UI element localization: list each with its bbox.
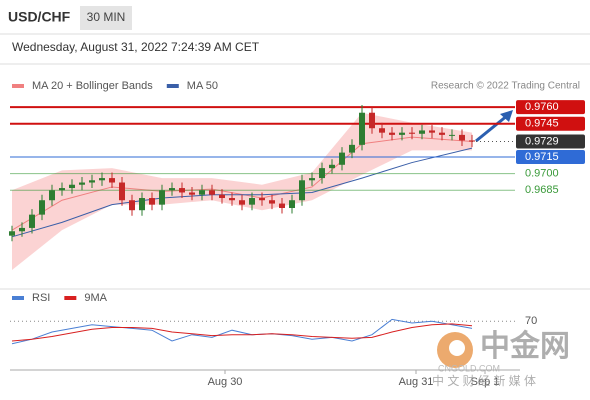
candle-body [229, 198, 235, 201]
bollinger-band [162, 178, 212, 205]
legend-label: MA 50 [187, 80, 218, 92]
candle-body [219, 194, 225, 199]
symbol: USD/CHF [8, 9, 71, 25]
candle-body [359, 112, 365, 145]
legend-swatch [12, 84, 24, 88]
timeframe-tab[interactable] [80, 6, 132, 30]
moving-average [11, 147, 473, 238]
candle-body [89, 180, 95, 183]
candle-body [329, 164, 335, 169]
candle-body [289, 200, 295, 208]
watermark-brand: 中金网 [480, 329, 570, 363]
legend-swatch [12, 296, 24, 300]
legend-swatch [166, 84, 179, 88]
indicator-line [11, 318, 473, 345]
candle-body [409, 132, 415, 134]
candle-body [59, 188, 65, 191]
candle-body [449, 134, 455, 136]
level-label-box [516, 134, 585, 149]
watermark: 中金网 CNGOLD.COM 中 文 财 经 新 媒 体 [432, 329, 570, 388]
candle-body [179, 188, 185, 193]
level-label: 0.9760 [525, 101, 559, 113]
candle-body [269, 200, 275, 204]
candle-body [339, 152, 345, 165]
candle-body [99, 178, 105, 181]
bollinger-band [62, 168, 112, 231]
candle-body [119, 182, 125, 201]
level-label-box [516, 150, 585, 165]
watermark-slogan: 中 文 财 经 新 媒 体 [432, 373, 536, 388]
candle-body [189, 192, 195, 195]
watermark-logo [449, 340, 465, 356]
candle-body [79, 182, 85, 185]
level-label: 0.9715 [525, 151, 559, 163]
legend-swatch [64, 296, 77, 300]
candle-body [199, 190, 205, 195]
candle-body [319, 168, 325, 179]
candle-body [249, 198, 255, 205]
legend-label: RSI [32, 292, 50, 304]
level-label-box [516, 100, 585, 115]
indicator-line [11, 323, 473, 342]
candle-body [429, 130, 435, 133]
candle-body [49, 190, 55, 201]
candle-body [19, 227, 25, 232]
legend-label: MA 20 + Bollinger Bands [32, 80, 153, 92]
candle-body [209, 190, 215, 195]
timeframe[interactable]: 30 MIN [87, 10, 126, 24]
candle-body [399, 132, 405, 135]
candle-body [109, 178, 115, 183]
candle-body [379, 128, 385, 133]
trend-arrow-head [500, 110, 513, 122]
x-tick-label: Aug 30 [208, 376, 243, 388]
level-label-box [516, 116, 585, 131]
candle-body [9, 231, 15, 236]
candle-body [129, 200, 135, 211]
trend-arrow [475, 113, 509, 143]
candle-body [389, 132, 395, 135]
candle-body [369, 112, 375, 129]
candle-body [29, 214, 35, 228]
candle-body [299, 180, 305, 201]
bollinger-band [312, 112, 362, 201]
candle-body [259, 198, 265, 201]
candle-body [469, 140, 475, 142]
candle-body [459, 134, 465, 141]
legend-label: 9MA [84, 292, 107, 304]
x-tick-label: Sep 1 [471, 376, 500, 388]
candle-body [419, 130, 425, 134]
candle-body [349, 144, 355, 153]
candle-body [159, 190, 165, 205]
candle-body [309, 178, 315, 181]
candle-body [139, 198, 145, 211]
level-label: 0.9685 [525, 184, 559, 196]
candle-body [149, 198, 155, 205]
annotation: Research © 2022 Trading Central [431, 81, 580, 92]
timestamp: Wednesday, August 31, 2022 7:24:39 AM CE… [12, 40, 260, 54]
level-label: 0.9700 [525, 168, 559, 180]
level-label: 0.9745 [525, 118, 559, 130]
watermark-site: CNGOLD.COM [438, 363, 500, 373]
y-tick-label: 70 [525, 315, 537, 327]
candle-body [239, 200, 245, 205]
candle-body [69, 184, 75, 189]
moving-average [11, 136, 473, 231]
level-label: 0.9729 [525, 135, 559, 147]
candle-body [169, 188, 175, 191]
candle-body [279, 203, 285, 208]
candle-body [439, 132, 445, 135]
candle-body [39, 200, 45, 215]
x-tick-label: Aug 31 [399, 376, 434, 388]
